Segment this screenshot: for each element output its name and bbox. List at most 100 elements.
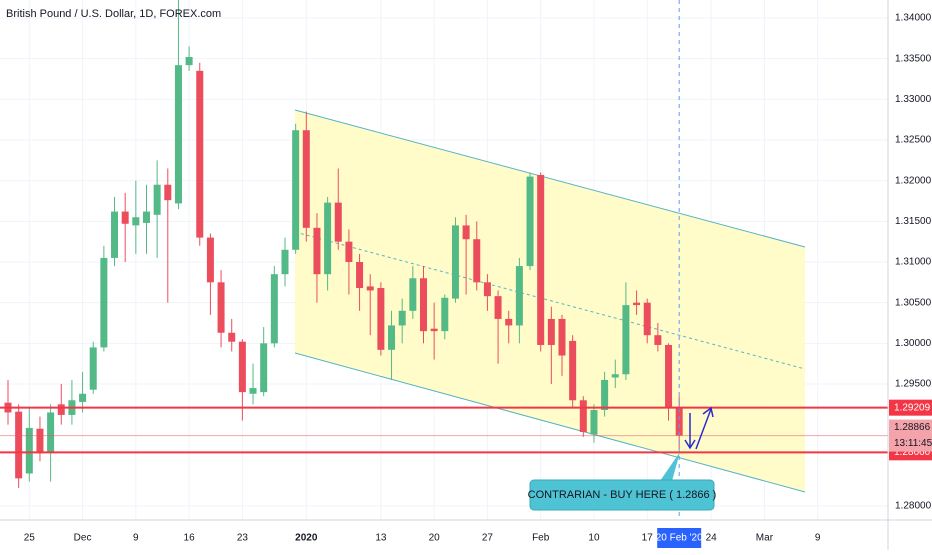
candle-body xyxy=(579,400,587,432)
y-tick-label: 1.33500 xyxy=(895,53,932,64)
candle-body xyxy=(473,239,481,283)
x-tick-label: Feb xyxy=(532,533,550,544)
candle-body xyxy=(142,211,150,223)
y-tick-label: 1.31000 xyxy=(895,257,932,268)
crosshair-label: 20 Feb '20 xyxy=(656,533,703,544)
candle-body xyxy=(111,211,119,258)
callout-text: CONTRARIAN - BUY HERE ( 1.2866 ) xyxy=(528,489,717,501)
y-tick-label: 1.33000 xyxy=(895,94,932,105)
y-tick-label: 1.31500 xyxy=(895,216,932,227)
y-tick-label: 1.28000 xyxy=(895,501,932,512)
candle-body xyxy=(100,257,108,348)
x-tick-label: 20 xyxy=(429,533,441,544)
candle-body xyxy=(483,282,491,297)
countdown-label: 13:11:45 xyxy=(894,438,932,449)
x-tick-label: 9 xyxy=(815,533,821,544)
candle-body xyxy=(398,310,406,326)
candle-body xyxy=(569,340,577,401)
candle-body xyxy=(25,427,33,474)
candle-body xyxy=(601,379,609,411)
candle-body xyxy=(515,266,523,326)
x-tick-label: 24 xyxy=(706,533,718,544)
candle-body xyxy=(185,57,193,66)
candle-body xyxy=(409,278,417,311)
candle-body xyxy=(334,202,342,242)
candle-body xyxy=(505,318,513,326)
current-price-label: 1.28866 xyxy=(894,422,931,433)
candle-body xyxy=(366,286,374,291)
x-tick-label: 16 xyxy=(184,533,196,544)
candle-body xyxy=(430,328,438,332)
candle-body xyxy=(377,288,385,350)
callout-box xyxy=(529,479,715,511)
candle-body xyxy=(590,410,598,435)
candle-body xyxy=(324,202,332,275)
level-label: 1.28660 xyxy=(894,447,931,458)
candle-body xyxy=(174,65,182,204)
candle-body xyxy=(419,278,427,332)
arrow-up xyxy=(695,408,712,450)
candle-body xyxy=(238,341,246,393)
candle-body xyxy=(345,241,353,262)
callout-pointer xyxy=(660,452,680,481)
candle-body xyxy=(526,176,534,267)
candle-body xyxy=(494,296,502,319)
candle-body xyxy=(665,344,673,409)
candle-body xyxy=(622,305,630,375)
candle-body xyxy=(206,237,214,283)
candle-body xyxy=(633,302,641,306)
candle-body xyxy=(281,249,289,275)
level-label: 1.29209 xyxy=(894,402,931,413)
candle-body xyxy=(164,184,172,201)
candle-body xyxy=(451,225,459,299)
candle-body xyxy=(302,130,310,228)
candle-body xyxy=(654,335,662,345)
x-tick-label: 25 xyxy=(24,533,36,544)
candle-body xyxy=(15,411,23,479)
x-tick-label: 27 xyxy=(482,533,494,544)
x-tick-label: Mar xyxy=(756,533,774,544)
crosshair-label-bg xyxy=(657,528,702,548)
candle-body xyxy=(153,184,161,215)
candle-body xyxy=(57,404,65,415)
x-tick-label: 23 xyxy=(237,533,249,544)
y-tick-label: 1.32000 xyxy=(895,175,932,186)
channel-mid xyxy=(294,231,806,370)
arrow-up-head xyxy=(702,406,714,418)
candle-body xyxy=(47,412,55,454)
x-tick-label: 9 xyxy=(133,533,139,544)
x-tick-label: 13 xyxy=(375,533,387,544)
candle-body xyxy=(441,297,449,332)
candle-body xyxy=(217,282,225,333)
y-tick-label: 1.30500 xyxy=(895,297,932,308)
candle-body xyxy=(292,130,300,250)
y-tick-label: 1.29500 xyxy=(895,379,932,390)
candle-body xyxy=(249,388,257,394)
x-tick-label: 17 xyxy=(642,533,654,544)
candle-body xyxy=(196,70,204,238)
channel-top xyxy=(294,109,806,248)
candle-body xyxy=(388,325,396,350)
arrow-down-head xyxy=(684,439,696,450)
y-tick-label: 1.30000 xyxy=(895,338,932,349)
candle-body xyxy=(462,225,470,240)
candle-body xyxy=(270,274,278,344)
candle-body xyxy=(89,347,97,390)
candle-body xyxy=(356,261,364,289)
candle-body xyxy=(537,174,545,345)
candle-body xyxy=(36,428,44,454)
current-price-label-bg xyxy=(889,419,932,452)
candle-body xyxy=(611,374,619,378)
y-tick-label: 1.34000 xyxy=(895,13,932,24)
candle-body xyxy=(643,302,651,336)
x-tick-label: Dec xyxy=(74,533,92,544)
candle-body xyxy=(547,318,555,345)
candle-body xyxy=(228,332,236,342)
x-tick-label: 10 xyxy=(588,533,600,544)
candle-body xyxy=(132,217,140,226)
channel-bottom xyxy=(294,352,806,493)
candle-body xyxy=(79,393,87,402)
y-tick-label: 1.32500 xyxy=(895,135,932,146)
